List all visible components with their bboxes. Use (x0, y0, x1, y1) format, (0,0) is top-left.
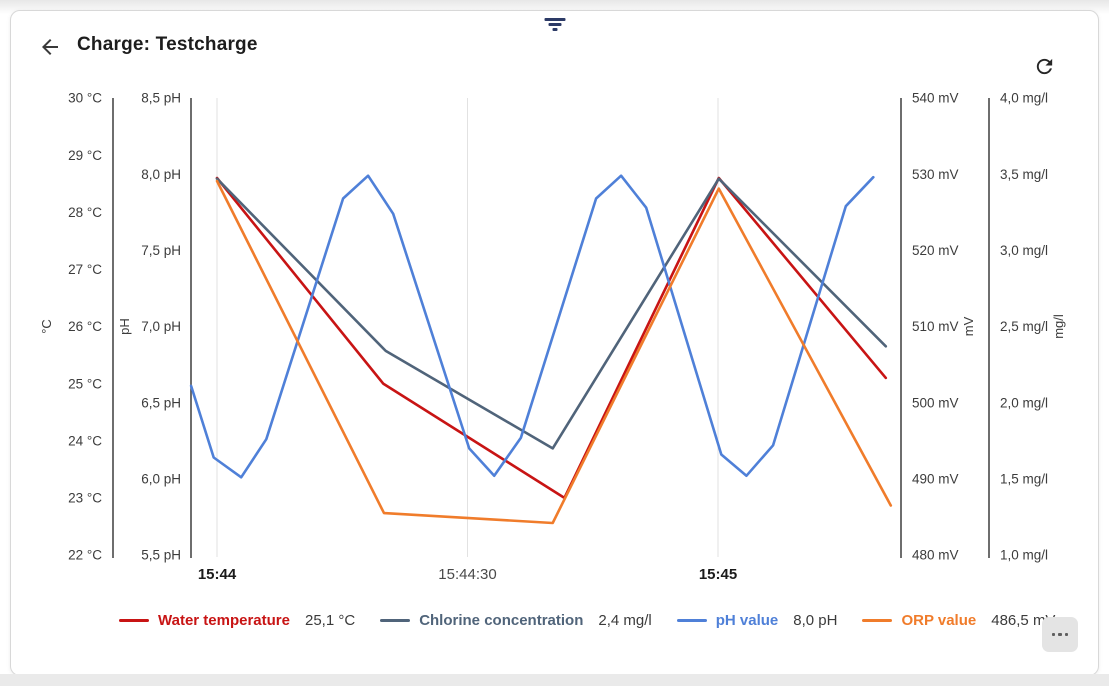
svg-text:mV: mV (961, 316, 976, 336)
svg-text:5,5 pH: 5,5 pH (141, 548, 181, 563)
svg-text:°C: °C (39, 319, 54, 334)
svg-text:1,0 mg/l: 1,0 mg/l (1000, 548, 1048, 563)
svg-text:30 °C: 30 °C (68, 91, 102, 106)
more-options-button[interactable] (1042, 617, 1078, 652)
legend-value: 486,5 mV (991, 612, 1056, 629)
svg-text:480 mV: 480 mV (912, 548, 959, 563)
svg-text:15:44:30: 15:44:30 (438, 566, 496, 583)
svg-text:3,0 mg/l: 3,0 mg/l (1000, 243, 1048, 258)
svg-text:540 mV: 540 mV (912, 91, 959, 106)
filter-icon-bar (548, 23, 561, 26)
svg-text:500 mV: 500 mV (912, 395, 959, 410)
legend-item-water-temperature[interactable]: Water temperature 25,1 °C (119, 612, 355, 629)
legend-color-dash (380, 619, 411, 622)
svg-text:2,0 mg/l: 2,0 mg/l (1000, 395, 1048, 410)
svg-text:8,0 pH: 8,0 pH (141, 167, 181, 182)
svg-text:28 °C: 28 °C (68, 205, 102, 220)
svg-text:23 °C: 23 °C (68, 491, 102, 506)
legend-label: Chlorine concentration (419, 612, 584, 629)
svg-text:1,5 mg/l: 1,5 mg/l (1000, 472, 1048, 487)
svg-text:8,5 pH: 8,5 pH (141, 91, 181, 106)
chart-canvas[interactable]: 30 °C 29 °C 28 °C 27 °C 26 °C 25 °C 24 °C 23 °C… (11, 11, 1100, 603)
filter-button[interactable] (540, 14, 569, 35)
svg-text:15:45: 15:45 (699, 566, 737, 583)
legend-value: 2,4 mg/l (598, 612, 652, 629)
legend-item-ph-value[interactable]: pH value 8,0 pH (676, 612, 838, 629)
svg-text:6,0 pH: 6,0 pH (141, 472, 181, 487)
svg-text:26 °C: 26 °C (68, 319, 102, 334)
legend-color-dash (119, 619, 149, 622)
svg-text:520 mV: 520 mV (912, 243, 959, 258)
legend-label: ORP value (901, 612, 977, 629)
svg-text:3,5 mg/l: 3,5 mg/l (1000, 167, 1048, 182)
svg-text:510 mV: 510 mV (912, 319, 959, 334)
refresh-icon (1036, 58, 1052, 75)
back-button[interactable] (35, 33, 65, 63)
svg-text:7,5 pH: 7,5 pH (141, 243, 181, 258)
svg-text:7,0 pH: 7,0 pH (141, 319, 181, 334)
svg-text:6,5 pH: 6,5 pH (141, 395, 181, 410)
more-ellipsis-icon (1051, 632, 1056, 637)
legend-value: 8,0 pH (793, 612, 838, 629)
svg-text:29 °C: 29 °C (68, 148, 102, 163)
svg-text:24 °C: 24 °C (68, 433, 102, 448)
svg-text:15:44: 15:44 (198, 566, 237, 583)
svg-text:mg/l: mg/l (1051, 314, 1066, 339)
refresh-button[interactable] (1030, 53, 1058, 81)
legend-color-dash (676, 619, 707, 622)
svg-text:2,5 mg/l: 2,5 mg/l (1000, 319, 1048, 334)
filter-icon (544, 18, 565, 21)
legend-value: 25,1 °C (304, 612, 356, 629)
chart-legend: Water temperature 25,1 °C Chlorine conce… (119, 612, 1055, 629)
chart-card: Charge: Testcharge 30 °C 29 °C 28 °C 27 °C 2… (10, 10, 1099, 676)
svg-text:4,0 mg/l: 4,0 mg/l (1000, 91, 1048, 106)
legend-color-dash (862, 619, 893, 622)
svg-text:25 °C: 25 °C (68, 376, 102, 391)
svg-text:490 mV: 490 mV (912, 472, 959, 487)
page-title: Charge: Testcharge (77, 34, 258, 55)
svg-text:22 °C: 22 °C (68, 548, 102, 563)
more-ellipsis-icon (1064, 632, 1069, 637)
legend-label: pH value (715, 612, 779, 629)
legend-item-orp-value[interactable]: ORP value 486,5 mV (862, 612, 1055, 629)
svg-text:pH: pH (117, 318, 132, 335)
legend-label: Water temperature (158, 612, 290, 629)
more-ellipsis-icon (1058, 632, 1062, 637)
svg-text:27 °C: 27 °C (68, 262, 102, 277)
page-bottom-strip (0, 674, 1109, 686)
filter-icon-bar (552, 28, 557, 31)
back-arrow-icon (42, 39, 58, 55)
svg-text:530 mV: 530 mV (912, 167, 959, 182)
legend-item-chlorine-concentration[interactable]: Chlorine concentration 2,4 mg/l (380, 612, 652, 629)
